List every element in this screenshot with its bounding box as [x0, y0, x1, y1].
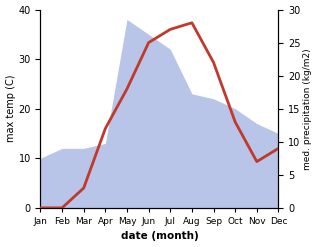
Y-axis label: max temp (C): max temp (C)	[5, 75, 16, 143]
Y-axis label: med. precipitation (kg/m2): med. precipitation (kg/m2)	[303, 48, 313, 169]
X-axis label: date (month): date (month)	[121, 231, 198, 242]
